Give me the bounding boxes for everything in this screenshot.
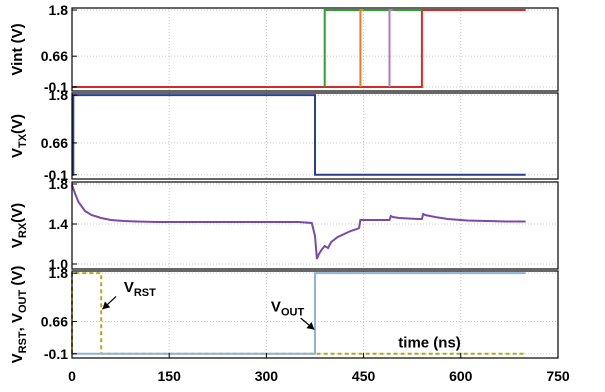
x-tick-label: 150	[158, 368, 182, 384]
y-tick-label: 1.4	[49, 216, 69, 232]
y-axis-label: Vint (V)	[9, 23, 26, 75]
annotation-label-1: VOUT	[271, 298, 305, 318]
panel-frame	[71, 181, 559, 270]
panel-frame	[71, 270, 559, 359]
y-axis-label-part-3: OUT	[17, 290, 29, 314]
x-axis: 0 150 300 450 600 750	[68, 353, 570, 384]
y-axis-label-part-0: V	[9, 238, 26, 248]
y-tick-label: 1.8	[49, 87, 69, 103]
y-tick-label: -0.1	[44, 346, 68, 362]
y-axis-label-group: VRX(V)	[9, 203, 29, 248]
series-line-vint-0	[72, 9, 526, 88]
y-tick-label: 0.66	[41, 314, 68, 330]
series-line-vtx-0	[72, 94, 526, 176]
y-tick-label: 0.66	[41, 135, 68, 151]
y-tick-label: 1.8	[49, 2, 69, 18]
x-tick-label: 600	[449, 368, 473, 384]
series-line-vrst_vout-1	[72, 272, 526, 355]
y-axis-label-part-0: V	[9, 353, 26, 363]
y-tick-label: 0.66	[41, 48, 68, 64]
y-axis-label-part-0: V	[9, 148, 26, 158]
y-axis-label-part-1: TX	[17, 133, 29, 148]
x-tick-label: 0	[68, 368, 76, 384]
y-axis-label-part-2: , V	[9, 313, 26, 331]
y-axis-label: VTX(V)	[9, 114, 29, 158]
y-tick-label: -0.1	[44, 79, 68, 95]
y-axis-label: VRST, VOUT (V)	[9, 266, 29, 364]
annotation-label-2: time (ns)	[398, 334, 461, 351]
y-axis-label: VRX(V)	[9, 203, 29, 248]
y-axis-label-part-0: Vint (V)	[9, 23, 26, 75]
x-tick-label: 450	[352, 368, 376, 384]
annotation-label-0-part-0: V	[124, 279, 134, 296]
x-tick-label: 750	[546, 368, 570, 384]
y-axis-label-part-1: RX	[17, 222, 29, 238]
series-line-vint-2	[359, 9, 364, 87]
panel-frame	[71, 92, 559, 180]
y-tick-label: 1.0	[49, 256, 69, 272]
annotation-label-1-part-0: V	[271, 298, 281, 315]
y-axis-label-group: VRST, VOUT (V)	[9, 266, 29, 364]
y-tick-label: 1.8	[49, 265, 69, 281]
annotation-label-0: VRST	[124, 279, 156, 299]
y-axis-label-part-2: (V)	[9, 114, 26, 134]
annotation-label-1-part-1: OUT	[281, 306, 305, 318]
series-line-vrx-0	[71, 184, 526, 260]
y-axis-label-part-1: RST	[17, 331, 29, 353]
annotation-label-0-part-1: RST	[134, 287, 156, 299]
series-line-vint-1	[323, 9, 422, 87]
annotation-label-2-part-0: time (ns)	[398, 334, 461, 351]
panel-vrx: 1.8 1.4 1.0 VRX(V)	[9, 176, 559, 272]
annotation-arrow-head	[306, 321, 315, 330]
annotation-arrow-head	[102, 301, 111, 310]
series-line-vint-3	[388, 9, 393, 87]
y-axis-label-part-4: (V)	[9, 266, 26, 290]
x-tick-label: 300	[255, 368, 279, 384]
y-axis-label-group: Vint (V)	[9, 23, 26, 75]
y-axis-label-part-2: (V)	[9, 203, 26, 223]
y-tick-label: 1.8	[49, 176, 69, 192]
y-tick-label: -0.1	[44, 167, 68, 183]
panel-vint: 1.8 0.66 -0.1 Vint (V)	[9, 2, 559, 95]
series-line-vrst_vout-0	[71, 272, 526, 355]
panel-vtx: 1.8 0.66 -0.1 VTX(V)	[9, 87, 559, 183]
panel-frame	[71, 7, 559, 92]
y-axis-label-group: VTX(V)	[9, 114, 29, 158]
